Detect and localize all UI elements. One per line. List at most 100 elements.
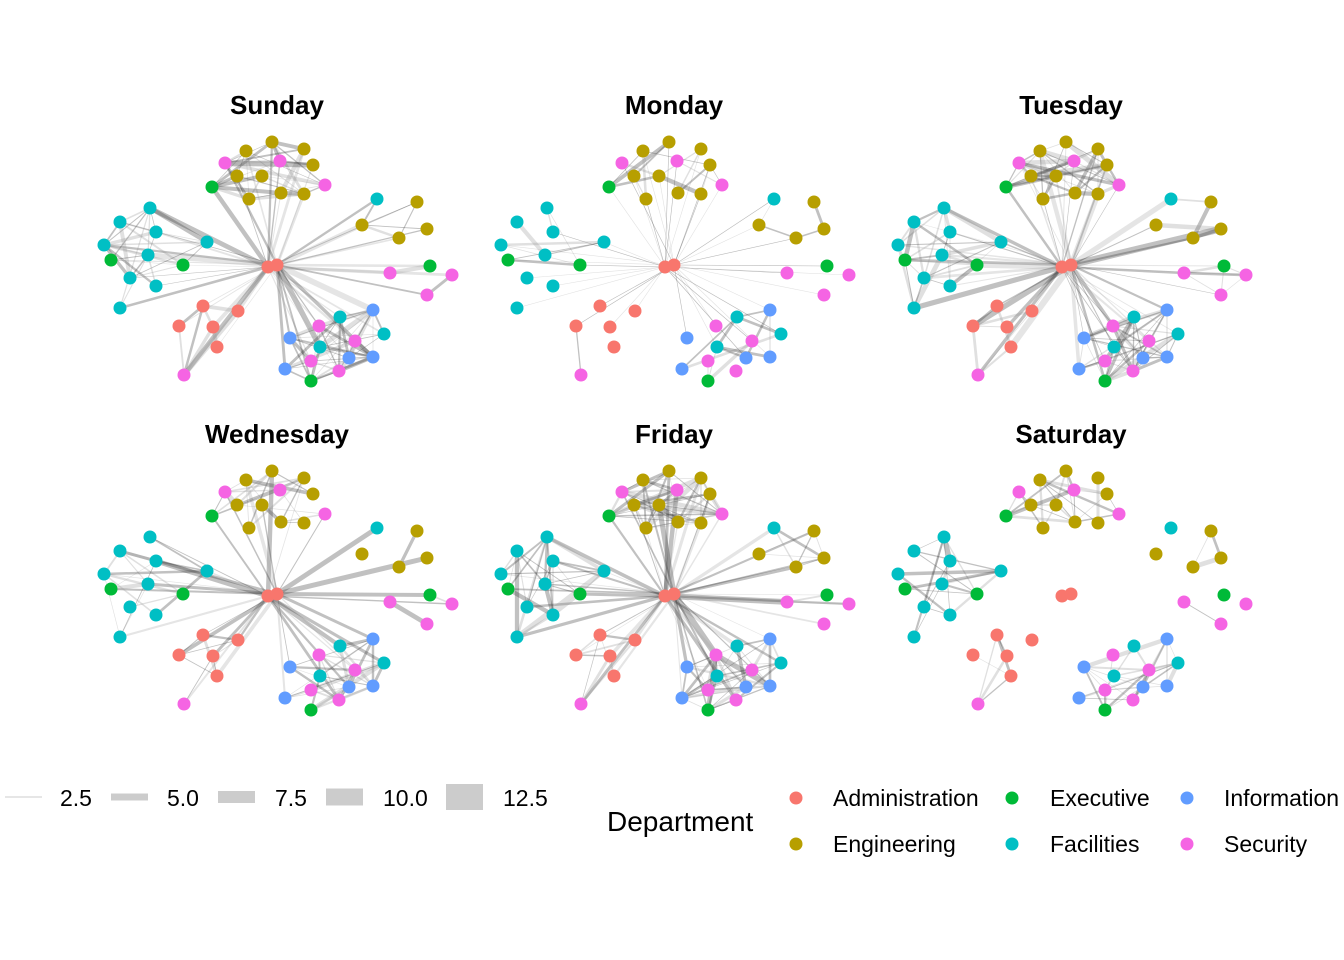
node-engineering bbox=[1036, 192, 1050, 206]
edge bbox=[672, 593, 689, 668]
edge bbox=[673, 493, 711, 595]
edge bbox=[673, 264, 718, 348]
edge bbox=[500, 570, 605, 575]
edge bbox=[735, 662, 782, 701]
node-facilities bbox=[597, 564, 611, 578]
edge bbox=[1030, 162, 1108, 179]
edge bbox=[516, 614, 554, 638]
node-executive bbox=[304, 703, 318, 717]
node-facilities bbox=[143, 530, 157, 544]
node-information bbox=[1072, 362, 1086, 376]
node-information bbox=[278, 691, 292, 705]
facet-title: Monday bbox=[625, 90, 724, 120]
node-engineering bbox=[410, 524, 424, 538]
edge bbox=[1070, 184, 1120, 266]
edge bbox=[1061, 266, 1144, 359]
node-administration bbox=[593, 628, 607, 642]
edge bbox=[1000, 241, 1063, 268]
edge bbox=[904, 258, 1072, 267]
node-information bbox=[1072, 691, 1086, 705]
edge bbox=[664, 266, 782, 335]
node-security bbox=[383, 595, 397, 609]
node-security bbox=[701, 683, 715, 697]
node-engineering bbox=[807, 195, 821, 209]
node-facilities bbox=[1164, 192, 1178, 206]
node-information bbox=[342, 680, 356, 694]
edge bbox=[182, 264, 269, 268]
node-engineering bbox=[297, 142, 311, 156]
edge bbox=[267, 594, 385, 665]
node-facilities bbox=[370, 192, 384, 206]
edge bbox=[664, 593, 788, 605]
edge bbox=[681, 332, 782, 371]
node-engineering bbox=[627, 169, 641, 183]
edge bbox=[347, 309, 375, 359]
node-information bbox=[739, 351, 753, 365]
edge bbox=[1061, 265, 1185, 275]
edge bbox=[795, 530, 815, 568]
edge bbox=[515, 569, 606, 639]
node-security bbox=[1012, 156, 1026, 170]
edge bbox=[119, 594, 269, 639]
node-facilities bbox=[935, 248, 949, 262]
edge bbox=[1070, 264, 1225, 267]
node-facilities bbox=[97, 567, 111, 581]
edge bbox=[224, 160, 314, 168]
node-facilities bbox=[767, 521, 781, 535]
edge bbox=[715, 654, 747, 688]
node-engineering bbox=[807, 524, 821, 538]
node-executive bbox=[423, 588, 437, 602]
edge bbox=[1078, 662, 1179, 699]
edge bbox=[673, 593, 828, 596]
edge bbox=[1061, 266, 1179, 335]
node-executive bbox=[573, 587, 587, 601]
edge bbox=[603, 241, 666, 268]
edge bbox=[1030, 148, 1099, 177]
node-engineering bbox=[1033, 144, 1047, 158]
node-security bbox=[332, 693, 346, 707]
edge bbox=[248, 477, 305, 529]
edge bbox=[1061, 148, 1099, 268]
edge bbox=[664, 266, 850, 276]
edge bbox=[1132, 333, 1179, 372]
edge bbox=[913, 221, 1072, 266]
edge bbox=[580, 639, 636, 705]
node-security bbox=[383, 266, 397, 280]
edge bbox=[664, 594, 850, 606]
edge bbox=[608, 475, 702, 519]
edge bbox=[211, 185, 282, 195]
edge bbox=[544, 241, 605, 256]
edge bbox=[1061, 160, 1075, 268]
edge bbox=[289, 638, 374, 668]
edge bbox=[1039, 150, 1099, 195]
edge bbox=[178, 264, 278, 327]
edge bbox=[977, 634, 998, 705]
node-security bbox=[1177, 266, 1191, 280]
node-security bbox=[709, 648, 723, 662]
edge bbox=[642, 479, 675, 595]
node-executive bbox=[104, 582, 118, 596]
node-engineering bbox=[1214, 551, 1228, 565]
node-facilities bbox=[774, 656, 788, 670]
node-security bbox=[709, 319, 723, 333]
node-facilities bbox=[907, 215, 921, 229]
edge bbox=[1070, 237, 1194, 266]
node-information bbox=[763, 632, 777, 646]
facet-wednesday: Wednesday bbox=[97, 419, 459, 717]
legend-key-information bbox=[1180, 791, 1194, 805]
node-information bbox=[763, 679, 777, 693]
edge bbox=[1030, 504, 1076, 523]
edge bbox=[686, 662, 782, 668]
edge bbox=[261, 175, 305, 195]
edge bbox=[338, 316, 351, 359]
edge bbox=[279, 489, 305, 524]
node-administration bbox=[270, 587, 284, 601]
width-key-2 bbox=[218, 791, 255, 803]
edge bbox=[707, 669, 753, 711]
node-facilities bbox=[891, 238, 905, 252]
node-security bbox=[420, 288, 434, 302]
node-engineering bbox=[1049, 498, 1063, 512]
node-engineering bbox=[1186, 560, 1200, 574]
edge bbox=[507, 258, 581, 267]
edge bbox=[178, 592, 278, 657]
